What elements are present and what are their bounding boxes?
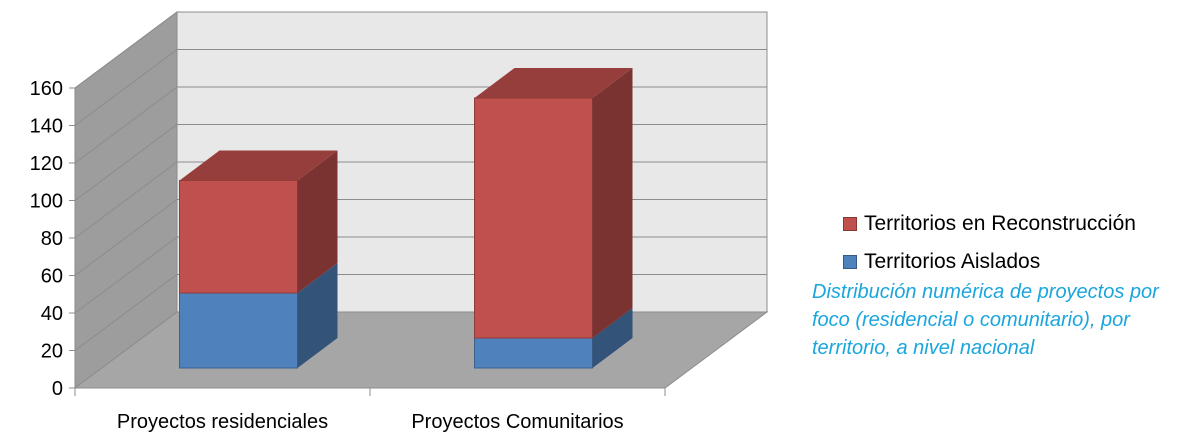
y-tick-label-0: 0 (52, 378, 63, 400)
bar-side (592, 68, 633, 338)
bar-top (179, 150, 338, 181)
x-category-label-0: Proyectos residenciales (117, 411, 328, 433)
bars (179, 68, 633, 369)
legend-item-aislados: Territorios Aislados (843, 243, 1136, 281)
legend-item-reconstruccion: Territorios en Reconstrucción (843, 205, 1136, 243)
bar-front (179, 180, 298, 294)
legend-swatch-reconstruccion (843, 217, 857, 231)
bar-1-1 (474, 68, 633, 339)
gridline-140 (74, 49, 767, 126)
y-tick-label-160: 160 (30, 78, 63, 100)
chart-annotation: Distribución numérica de proyectos por f… (812, 281, 1159, 359)
bar-front (474, 97, 593, 339)
legend-swatch-aislados (843, 255, 857, 269)
bar-top (474, 68, 633, 98)
legend-label-reconstruccion: Territorios en Reconstrucción (864, 212, 1136, 235)
y-tick-label-140: 140 (30, 116, 63, 138)
axis (69, 87, 666, 396)
y-tick-label-40: 40 (41, 303, 63, 325)
y-tick-label-80: 80 (41, 228, 63, 250)
gridline-160 (74, 11, 767, 89)
floor (73, 311, 769, 389)
bar-front (179, 292, 298, 369)
bar-side (592, 308, 633, 368)
x-category-label-1: Proyectos Comunitarios (411, 411, 623, 433)
bar-side (297, 263, 338, 368)
bar-0-0 (179, 263, 338, 369)
bar-0-1 (179, 150, 338, 294)
bar-1-0 (474, 308, 633, 369)
labels: 0 20 40 60 80 100 120 140 160 Proyectos residenci… (30, 78, 624, 433)
legend: Territorios en Reconstrucción Territorio… (843, 205, 1136, 281)
y-tick-label-120: 120 (30, 153, 63, 175)
bar-side (297, 150, 338, 293)
bar-front (474, 337, 593, 369)
legend-label-aislados: Territorios Aislados (864, 250, 1041, 273)
y-tick-label-60: 60 (41, 266, 63, 288)
y-tick-label-20: 20 (41, 341, 63, 363)
y-tick-label-100: 100 (30, 191, 63, 213)
